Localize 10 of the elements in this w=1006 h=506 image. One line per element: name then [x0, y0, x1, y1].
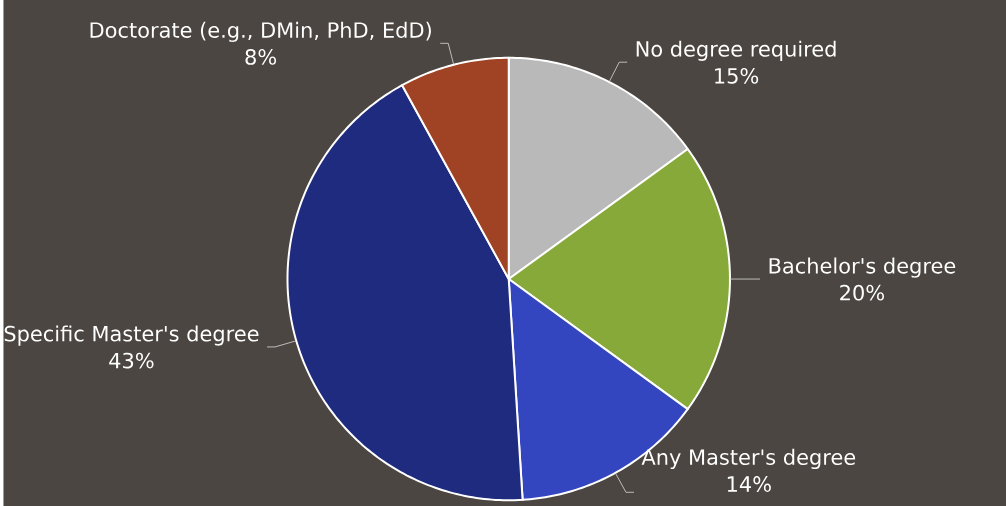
slice-label: No degree required: [636, 40, 836, 61]
slice-label: Bachelor's degree: [769, 257, 956, 278]
data-label: 43%: [109, 352, 154, 369]
data-label: 14%: [727, 475, 771, 492]
data-label: 8%: [245, 48, 277, 65]
data-label: 20%: [840, 284, 884, 301]
slice-label: Doctorate (e.g., DMin, PhD, EdD): [90, 21, 431, 42]
slice-label: Specific Master's degree: [4, 325, 259, 346]
slice-label: Any Master's degree: [641, 448, 856, 469]
data-label: 15%: [715, 67, 759, 84]
